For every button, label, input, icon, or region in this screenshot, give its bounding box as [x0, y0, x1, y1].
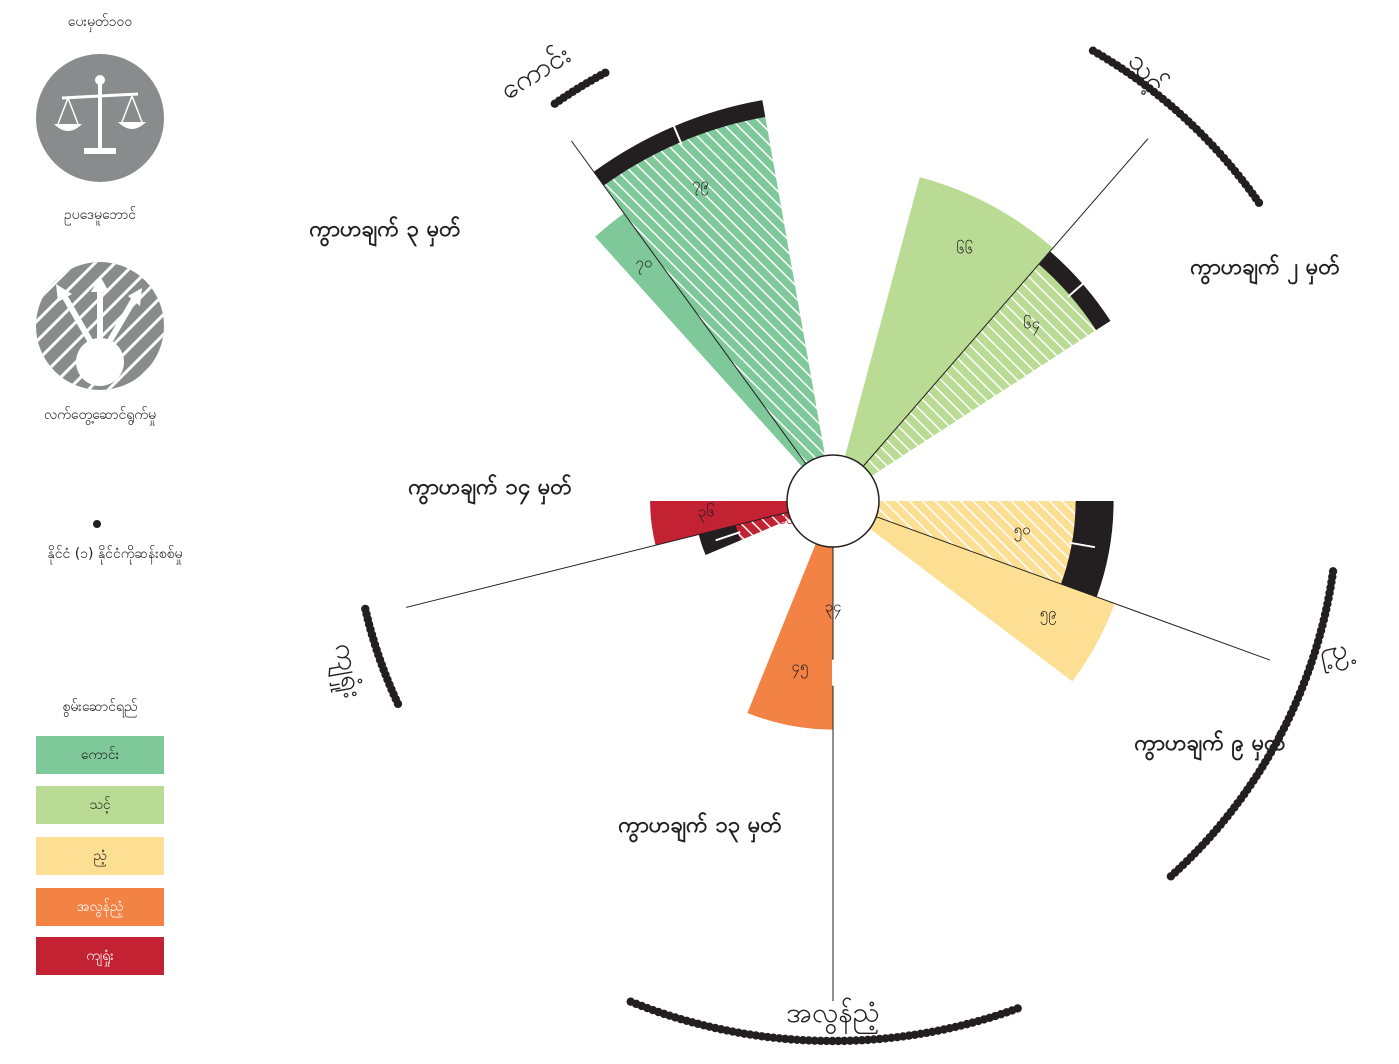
performance-very-weak: အလွန်ညံ့ — [36, 888, 164, 926]
axis-line-fair — [832, 138, 1149, 502]
gap-label-good: ကွာဟချက် ၃ မှတ် — [309, 215, 460, 247]
dot-very_weak — [840, 1036, 849, 1046]
gap-arrow-good — [670, 120, 683, 145]
value-label-weak-practice: ၅၀ — [1014, 520, 1031, 541]
dot-failing — [361, 604, 370, 614]
wedge-weak-law — [833, 501, 1115, 682]
performance-title: စွမ်းဆောင်ရည် — [62, 699, 138, 715]
gap-arrow-weak — [1069, 541, 1096, 549]
dot-fair — [1254, 198, 1264, 207]
group-title-very_weak: အလွန်ညံ့ — [786, 995, 880, 1035]
performance-failing: ကျရှုံး — [36, 937, 164, 975]
gap-band-good — [593, 100, 766, 186]
scales-icon — [36, 54, 164, 182]
dot-very_weak — [810, 1036, 819, 1045]
wedge-good-practice-hatch — [597, 105, 833, 502]
value-label-fair-practice: ၆၄ — [1023, 314, 1040, 335]
score-label: ပေးမှတ်၁၀၀ — [67, 14, 133, 30]
dot-very_weak — [822, 1036, 831, 1046]
legend-panel: ပေးမှတ်၁၀၀ ဥပဒေမူဘောင် — [0, 0, 230, 1064]
value-label-very_weak-law: ၄၅ — [791, 657, 808, 678]
axis-line-good — [571, 140, 834, 502]
gap-label-very_weak: ကွာဟချက် ၁၃ မှတ် — [618, 811, 782, 843]
gap-band-failing — [698, 525, 741, 556]
wedge-very_weak-law — [747, 501, 833, 730]
dot-very_weak — [845, 1036, 855, 1045]
gap-arrow-fair — [1067, 279, 1089, 298]
performance-good: ကောင်း — [36, 736, 164, 774]
wedge-weak-practice-hatch — [833, 501, 1087, 588]
value-label-good-practice: ၇၉ — [692, 175, 709, 196]
practice-label: လက်တွေ့ဆောင်ရွက်မှု — [44, 407, 156, 423]
group-title-weak: ညံ့ — [1319, 641, 1363, 676]
wedge-good-law — [595, 213, 833, 502]
performance-failing-label: ကျရှုံး — [86, 947, 114, 964]
axis-line-failing — [405, 500, 834, 608]
dot-very_weak — [834, 1036, 843, 1046]
dot-note: နိုင်ငံ (၁) နိုင်ငံကိုဆန်းစစ်မှု — [47, 546, 183, 562]
wedge-fair-law — [833, 177, 1053, 501]
dot-good — [601, 68, 610, 77]
practice-arrows-icon — [36, 262, 164, 390]
performance-very-weak-label: အလွန်ညံ့ — [76, 898, 124, 915]
center-hub — [786, 454, 880, 548]
gap-band-weak — [1060, 501, 1114, 597]
dot-very_weak — [816, 1036, 825, 1046]
gap-arrow-failing — [715, 531, 741, 542]
law-label: ဥပဒေမူဘောင် — [63, 207, 137, 223]
performance-weak-label: ညံ့ — [93, 847, 107, 864]
dot-very_weak — [804, 1036, 814, 1045]
gap-label-fair: ကွာဟချက် ၂ မှတ် — [1190, 253, 1340, 285]
dot-very_weak — [626, 997, 635, 1006]
value-label-good-law: ၇၀ — [635, 253, 652, 274]
axis-line-weak — [832, 500, 1271, 661]
dot-very_weak — [828, 1036, 837, 1046]
dot-very_weak — [857, 1036, 867, 1045]
value-label-fair-law: ၆၆ — [956, 240, 973, 258]
dot-marker — [93, 520, 101, 528]
value-label-very_weak-practice: ၃၄ — [825, 598, 842, 619]
wedge-fair-practice-hatch — [833, 255, 1106, 501]
gap-label-failing: ကွာဟချက် ၁၄ မှတ် — [408, 473, 572, 505]
performance-weak: ညံ့ — [36, 837, 164, 875]
value-label-weak-law: ၅၉ — [1040, 604, 1057, 625]
performance-good-label: ကောင်း — [80, 746, 120, 763]
value-label-failing-law: ၃၆ — [698, 503, 715, 524]
gap-label-weak: ကွာဟချက် ၉ မှတ် — [1134, 729, 1285, 761]
performance-fair-label: သင့် — [89, 796, 111, 813]
group-title-failing: ကျရှုံး — [322, 640, 370, 701]
dot-weak — [1166, 872, 1176, 881]
performance-fair: သင့် — [36, 786, 164, 824]
dot-very_weak — [851, 1036, 861, 1045]
